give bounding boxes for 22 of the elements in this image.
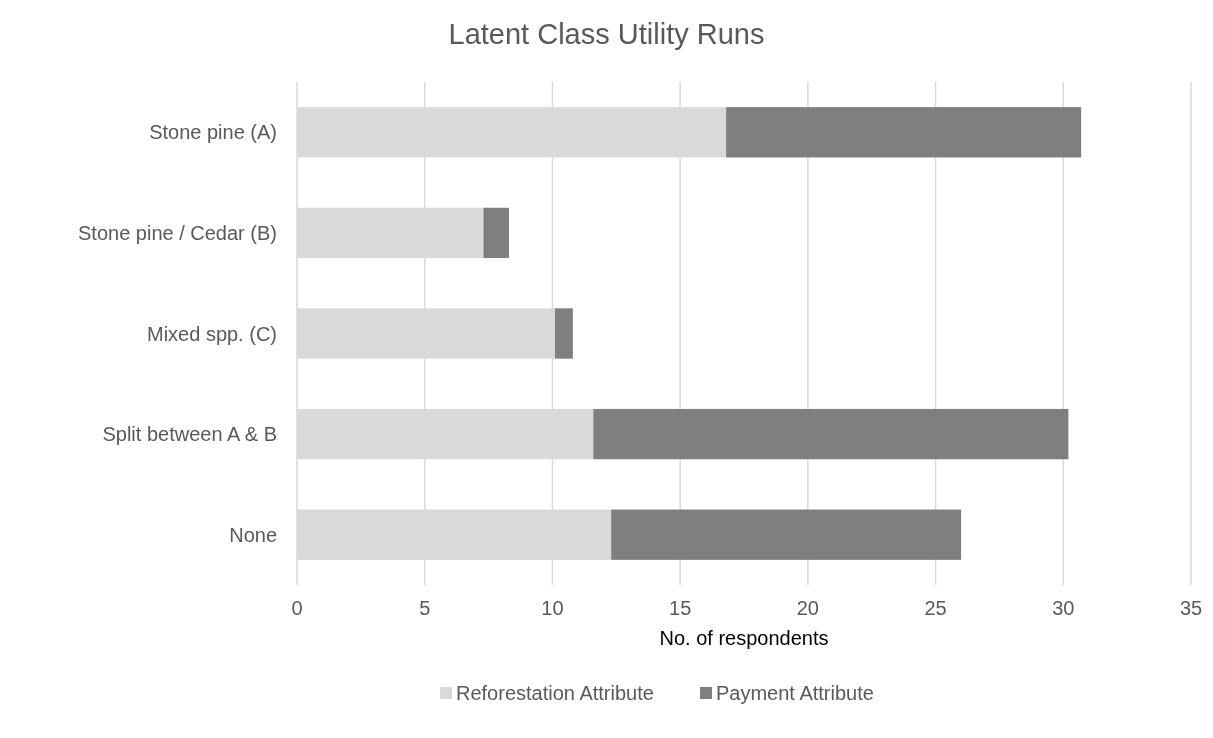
x-tick-label: 25 <box>924 597 947 619</box>
x-tick-label: 20 <box>796 597 819 619</box>
x-tick-label: 15 <box>669 597 692 619</box>
y-tick-label: Mixed spp. (C) <box>146 322 277 345</box>
chart-title: Latent Class Utility Runs <box>448 18 765 50</box>
x-tick-label: 30 <box>1052 597 1075 619</box>
y-tick-label: Split between A & B <box>102 423 277 446</box>
x-tick-label: 5 <box>419 597 431 619</box>
y-tick-label: None <box>229 523 277 546</box>
x-tick-label: 10 <box>541 597 564 619</box>
x-axis-title: No. of respondents <box>659 627 829 649</box>
y-tick-label: Stone pine (A) <box>149 121 277 144</box>
bar <box>593 408 1069 460</box>
x-tick-label: 0 <box>291 597 303 619</box>
bar <box>726 107 1082 158</box>
y-tick-label: Stone pine / Cedar (B) <box>78 221 277 244</box>
x-tick-label: 35 <box>1179 597 1203 619</box>
bar <box>554 308 573 359</box>
legend-label: Reforestation Attribute <box>456 682 654 704</box>
bar <box>611 509 962 560</box>
legend-label: Payment Attribute <box>716 682 874 704</box>
bar <box>483 207 510 259</box>
